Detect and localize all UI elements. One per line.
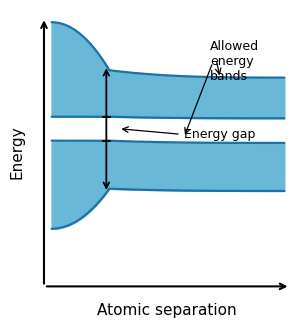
- Text: Atomic separation: Atomic separation: [97, 303, 237, 318]
- Text: Energy gap: Energy gap: [184, 128, 255, 141]
- Text: Energy: Energy: [9, 125, 24, 179]
- Text: Allowed
energy
bands: Allowed energy bands: [210, 40, 259, 83]
